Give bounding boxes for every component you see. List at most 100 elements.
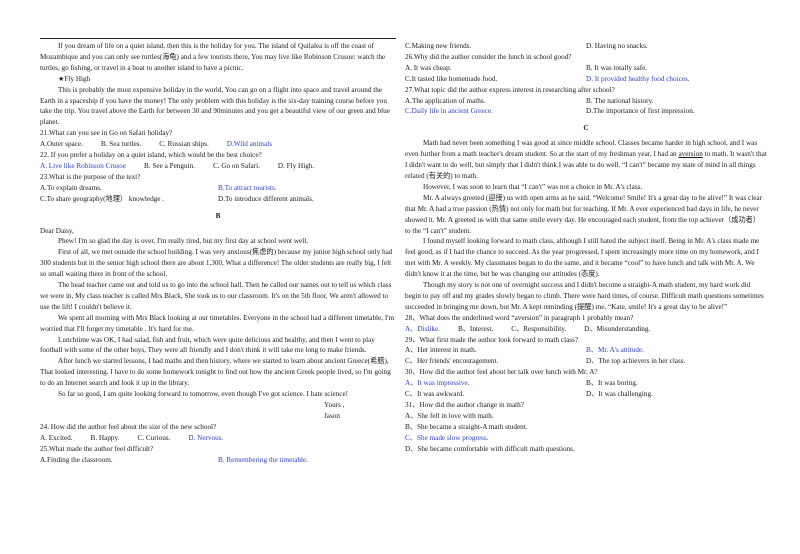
option: B、She became a straight-A math student. (405, 422, 528, 431)
option: D、It was challenging. (586, 390, 653, 399)
option-row: C、It was awkward. D、It was challenging. (405, 389, 767, 400)
option: A. It was cheap. (405, 63, 452, 72)
paragraph: 24. How did the author feel about the si… (40, 422, 217, 431)
paragraph: First of all, we met outside the school … (40, 248, 393, 279)
paragraph: 26.Why did the author consider the lunch… (405, 52, 572, 61)
option: B、It was boring. (586, 379, 638, 388)
text-run: to math. It wasn't that I didn't want to… (405, 150, 767, 180)
option-row: A.Outer space. B. Sea turtles. C. Russian … (40, 139, 396, 150)
paragraph: 29、What first made the author look forwa… (405, 335, 579, 344)
option: D.The importance of first impression. (586, 107, 695, 116)
option-row: A.To explain dreams. B.To attract tourist… (40, 183, 396, 194)
option: B. The national history. (586, 96, 654, 105)
option: A. Live like Robinson Crusoe (40, 161, 127, 170)
option: D、Misunderstanding. (584, 324, 651, 333)
signature: Jason (324, 411, 340, 420)
option: A.Outer space. (40, 140, 83, 149)
paragraph: ★Fly High (58, 74, 91, 83)
option-row: C、She made slow progress. (405, 433, 767, 444)
paragraph: If you dream of life on a quiet island, … (40, 42, 386, 72)
option: A.The application of maths. (405, 96, 486, 105)
option: C、It was awkward. (405, 390, 465, 399)
option-row: A. Live like Robinson Crusoe B. See a Pen… (40, 161, 396, 172)
option: C.It tasted like homemade food. (405, 74, 498, 83)
option-row: A. It was cheap. B. It was totally safe. (405, 63, 767, 74)
paragraph: Phew! I'm so glad the day is over, I'm r… (58, 237, 309, 246)
option: D、The top achievers in her class. (586, 357, 686, 366)
signature: Yours , (324, 401, 345, 409)
option: D、She became comfortable with difficult … (405, 444, 575, 453)
paragraph: 25.What made the author feel difficult? (40, 444, 154, 453)
option: A、She fell in love with math. (405, 411, 494, 420)
paragraph: 27.What topic did the author express int… (405, 85, 615, 94)
option-row: D、She became comfortable with difficult … (405, 444, 767, 455)
paragraph: The head teacher came out and told us to… (40, 281, 392, 311)
paragraph: Though my story is not one of overnight … (405, 281, 764, 311)
top-rule (40, 38, 396, 39)
option: C、Responsibility. (511, 324, 567, 333)
section-heading: B (215, 211, 221, 220)
option: A、It was impressive. (405, 379, 470, 388)
option-row: C.It tasted like homemade food. D. It pro… (405, 74, 767, 85)
option-row: A、Her interest in math. B、Mr. A's attitud… (405, 345, 767, 356)
option: B. Happy. (90, 433, 120, 442)
option: B. Remembering the timetable. (218, 455, 309, 464)
option: C.To share geography(地理） knowledge . (40, 194, 165, 203)
option-row: A.Finding the classroom. B. Remembering t… (40, 455, 396, 466)
option: A.To explain dreams. (40, 183, 102, 192)
option: C.Daily life in ancient Greece. (405, 107, 493, 116)
option: B、Interest. (457, 324, 494, 333)
underlined-word: aversion (678, 150, 703, 159)
option-row: A.The application of maths. B. The nation… (405, 96, 767, 107)
option: C.Making new friends. (405, 42, 472, 50)
option: C、Her friends' encouragement. (405, 357, 499, 366)
paragraph: Dear Daisy, (40, 226, 74, 235)
paragraph: Math had never been something I was good… (405, 138, 767, 182)
option: C. Curious. (137, 433, 171, 442)
paragraph: I found myself looking forward to math c… (405, 237, 760, 279)
option: D. Fly High. (277, 161, 315, 170)
option-row: C.Daily life in ancient Greece. D.The imp… (405, 106, 767, 117)
option: C. Go on Safari. (212, 161, 260, 170)
paragraph: Mr. A always greeted (迎接) us with open a… (405, 193, 763, 235)
paragraph: This is probably the most expensive holi… (40, 85, 390, 127)
option-row: A、It was impressive. B、It was boring. (405, 378, 767, 389)
paragraph: 30、How did the author feel about her tal… (405, 368, 598, 377)
paragraph: 28、What does the underlined word “aversi… (405, 313, 634, 322)
option: D.Wild animals (226, 140, 273, 149)
option-row: C.Making new friends. D. Having no snacks… (405, 41, 767, 52)
option: B. See a Penguin. (144, 161, 195, 170)
option: B.To attract tourists. (218, 183, 277, 192)
section-heading: C (583, 124, 589, 133)
option: A.Finding the classroom. (40, 455, 113, 464)
option-row: A、She fell in love with math. (405, 411, 767, 422)
option: D. It provided healthy food choices. (586, 74, 690, 83)
paragraph: 31、How did the author change in math? (405, 401, 524, 409)
text-run: Math had never been something I was good… (405, 139, 758, 159)
left-column: If you dream of life on a quiet island, … (40, 41, 396, 465)
option-row: A、Dislike. B、Interest. C、Responsibility. D、… (405, 324, 767, 335)
option: C. Russian ships. (159, 140, 209, 149)
option: D.To introduce different animals. (218, 194, 314, 203)
paragraph: So far so good, I am quite looking forwa… (58, 390, 349, 399)
paragraph: 23.What is the purpose of the text? (40, 172, 141, 181)
option: C、She made slow progress. (405, 433, 489, 442)
option: A. Excited. (40, 433, 73, 442)
paragraph: 21.What can you see in Go on Safari holi… (40, 129, 173, 138)
option-row: A. Excited. B. Happy. C. Curious. D. Nervou… (40, 433, 396, 444)
option: A、Dislike. (405, 324, 440, 333)
option: B. It was totally safe. (586, 63, 648, 72)
option-row: C.To share geography(地理） knowledge . D.To… (40, 194, 396, 205)
option: B、Mr. A's attitude. (586, 346, 644, 355)
option-row: B、She became a straight-A math student. (405, 422, 767, 433)
option: B. Sea turtles. (100, 140, 142, 149)
right-column: C.Making new friends. D. Having no snacks… (405, 41, 767, 455)
paragraph: We spent all morning with Mrs Black look… (40, 313, 395, 333)
paragraph: Lunchtime was OK, I had salad, fish and … (40, 335, 375, 355)
option: A、Her interest in math. (405, 346, 477, 355)
paragraph: After lunch we started lessons, I had ma… (40, 357, 391, 388)
option-row: C、Her friends' encouragement. D、The top a… (405, 356, 767, 367)
option: D. Nervous. (188, 433, 224, 442)
paragraph: 22. If you prefer a holiday on a quiet i… (40, 151, 262, 160)
